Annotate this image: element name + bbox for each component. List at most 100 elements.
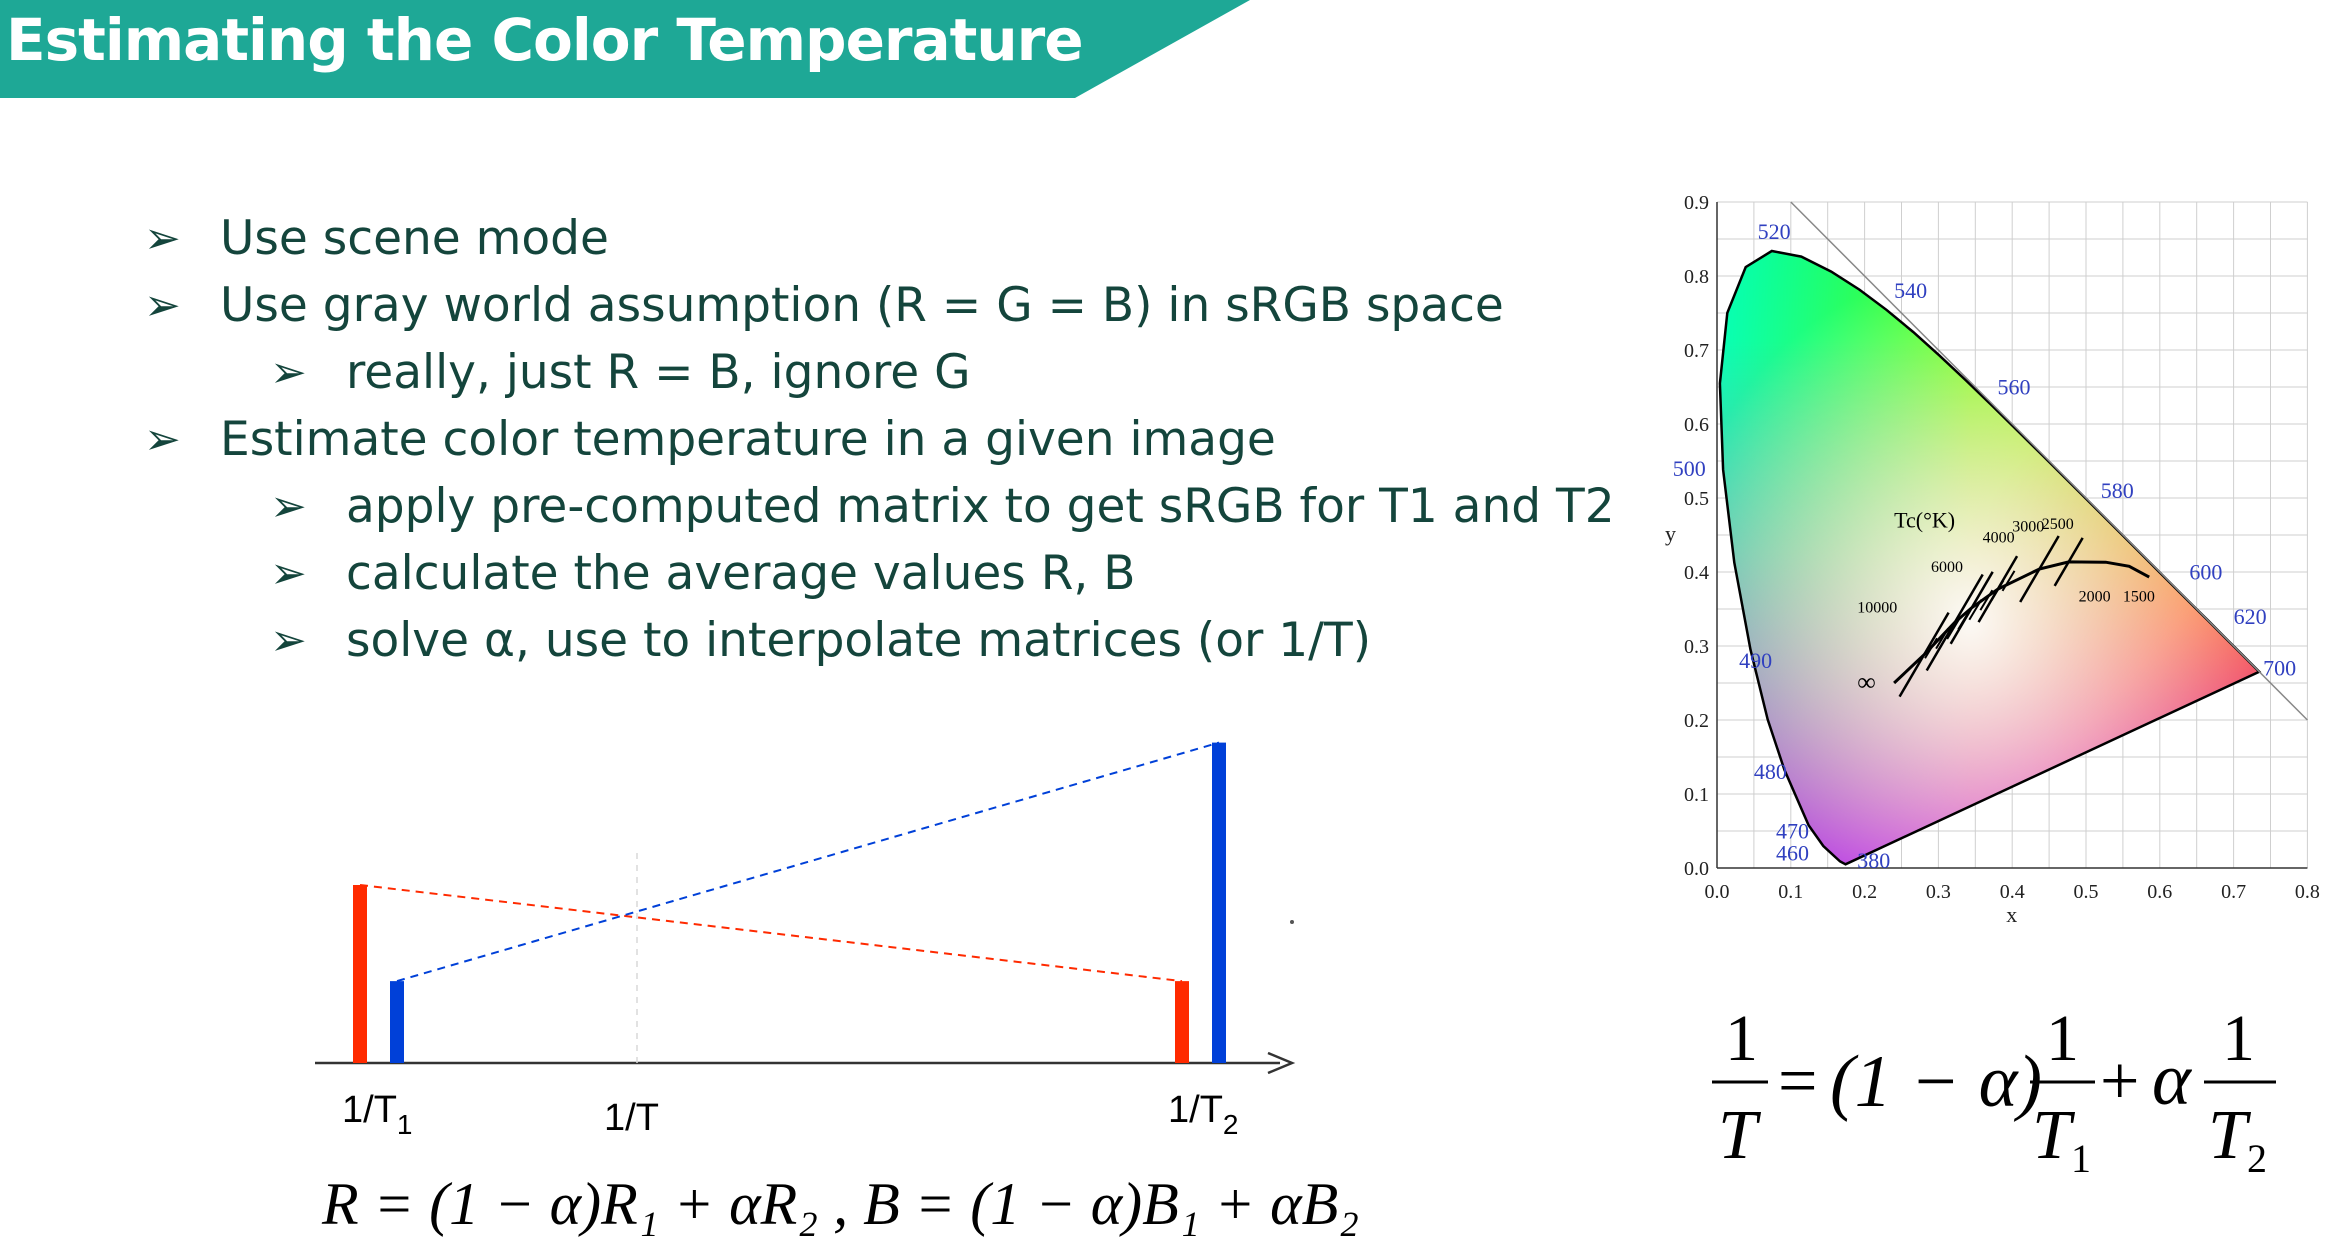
bullet-item: ➢ really, just R = B, ignore G xyxy=(140,339,1615,406)
x-tick-label: 0.6 xyxy=(2147,881,2172,903)
rgb-interp-equation: R = (1 − α)R₁ + αR₂ , B = (1 − α)B₁ + αB… xyxy=(322,1171,1360,1237)
wavelength-label: 460 xyxy=(1776,841,1809,866)
label-one-over-t: 1/T xyxy=(604,1097,659,1139)
arrow-bullet-icon: ➢ xyxy=(270,347,307,398)
lhs-denominator: T xyxy=(1718,1097,1762,1174)
y-axis-label: y xyxy=(1665,521,1676,546)
x-tick-label: 0.3 xyxy=(1926,881,1951,903)
wavelength-label: 620 xyxy=(2234,604,2267,629)
bullet-text: Use gray world assumption (R = G = B) in… xyxy=(220,278,1504,333)
isotherm xyxy=(2053,537,2084,587)
isotherm-tick xyxy=(2001,570,2016,592)
arrow-bullet-icon: ➢ xyxy=(144,414,181,465)
isotherm-tick xyxy=(1935,628,1949,650)
bullet-item: ➢ Use scene mode xyxy=(140,205,1615,272)
planckian-locus xyxy=(1893,560,2150,685)
bullet-list: ➢ Use scene mode ➢ Use gray world assumpti… xyxy=(140,205,1615,674)
x-axis-label: x xyxy=(2006,902,2017,927)
arrow-bullet-icon: ➢ xyxy=(144,280,181,331)
stray-dot xyxy=(1290,920,1294,924)
isotherm-tick xyxy=(1990,579,2005,602)
t1-denominator: T1 xyxy=(2032,1097,2091,1181)
title-banner xyxy=(0,0,1250,98)
coefficient: (1 − α) xyxy=(1830,1041,2042,1123)
lhs-numerator: 1 xyxy=(1725,1002,1758,1075)
wavelength-label: 480 xyxy=(1754,759,1787,784)
t2-numerator: 1 xyxy=(2222,1002,2255,1075)
axis-tick-labels: 0.0 0.1 0.2 0.3 0.4 0.5 0.6 0.7 0.8 0.0 0.1 0.2 0.3 0… xyxy=(1665,192,2320,927)
t2-denominator: T2 xyxy=(2208,1097,2267,1181)
y-tick-label: 0.1 xyxy=(1684,784,1709,806)
arrow-bullet-icon: ➢ xyxy=(270,481,307,532)
slide-title: Estimating the Color Temperature xyxy=(6,6,1084,74)
locus-label: ∞ xyxy=(1857,667,1876,696)
y-tick-label: 0.7 xyxy=(1684,340,1709,362)
t1-numerator: 1 xyxy=(2046,1002,2079,1075)
arrow-bullet-icon: ➢ xyxy=(270,548,307,599)
wavelength-label: 520 xyxy=(1758,219,1791,244)
y-tick-label: 0.5 xyxy=(1684,488,1709,510)
wavelength-label: 500 xyxy=(1673,456,1706,481)
x-tick-label: 0.5 xyxy=(2074,881,2099,903)
locus-label: 6000 xyxy=(1931,559,1963,576)
bullet-text: solve α, use to interpolate matrices (or… xyxy=(346,613,1372,668)
locus-label: 3000 xyxy=(2012,518,2044,535)
wavelength-label: 580 xyxy=(2101,478,2134,503)
wavelength-label: 600 xyxy=(2189,559,2222,584)
isotherm-lines xyxy=(1898,535,2084,698)
chromaticity-grid xyxy=(1716,201,2308,869)
isotherm xyxy=(1949,571,1994,645)
bullet-item: ➢ apply pre-computed matrix to get sRGB f… xyxy=(140,473,1615,540)
bullet-item: ➢ solve α, use to interpolate matrices (o… xyxy=(140,607,1615,674)
isotherm xyxy=(1898,612,1950,698)
x-tick-label: 0.8 xyxy=(2295,881,2320,903)
isotherm-tick xyxy=(1957,608,1972,630)
isotherm xyxy=(1925,573,1984,672)
blue-bar-t2 xyxy=(1212,742,1226,1063)
wavelength-label: 380 xyxy=(1857,848,1890,873)
bullet-text: Estimate color temperature in a given im… xyxy=(220,412,1276,467)
bullet-item: ➢ Use gray world assumption (R = G = B) i… xyxy=(140,272,1615,339)
wavelength-label: 540 xyxy=(1894,278,1927,303)
plus-sign: + xyxy=(2100,1043,2139,1120)
isotherm-tick xyxy=(1924,637,1938,659)
red-interp-line xyxy=(359,884,1183,983)
y-tick-label: 0.9 xyxy=(1684,192,1709,214)
y-tick-label: 0.2 xyxy=(1684,710,1709,732)
isotherm xyxy=(2019,535,2060,603)
bullet-text: really, just R = B, ignore G xyxy=(346,345,971,400)
bullet-text: calculate the average values R, B xyxy=(346,546,1136,601)
y-tick-label: 0.8 xyxy=(1684,266,1709,288)
label-one-over-t2: 1/T2 xyxy=(1168,1089,1238,1140)
blue-bar-t1 xyxy=(390,981,404,1063)
wavelength-label: 470 xyxy=(1776,818,1809,843)
locus-title: Tc(°K) xyxy=(1894,508,1955,533)
horseshoe-fill xyxy=(1719,251,2260,865)
x-tick-label: 0.7 xyxy=(2221,881,2246,903)
diagonal-line xyxy=(1790,201,2308,721)
alpha-symbol: α xyxy=(2152,1039,2193,1121)
blue-interp-line xyxy=(396,741,1220,983)
isotherm-tick xyxy=(1979,589,1994,611)
locus-label: 4000 xyxy=(1983,529,2015,546)
wavelength-label: 490 xyxy=(1739,648,1772,673)
bullet-text: apply pre-computed matrix to get sRGB fo… xyxy=(346,479,1615,534)
red-bar-t1 xyxy=(353,885,367,1063)
bullet-item: ➢ Estimate color temperature in a given i… xyxy=(140,406,1615,473)
y-tick-label: 0.0 xyxy=(1684,858,1709,880)
label-one-over-t1: 1/T1 xyxy=(342,1089,412,1140)
isotherm-tick xyxy=(1968,599,1983,621)
locus-label: 1500 xyxy=(2123,589,2155,606)
locus-label: 2500 xyxy=(2042,516,2074,533)
locus-label: 2000 xyxy=(2079,589,2111,606)
equals-sign: = xyxy=(1778,1043,1817,1120)
arrow-bullet-icon: ➢ xyxy=(270,615,307,666)
red-bar-t2 xyxy=(1175,981,1189,1063)
y-tick-label: 0.4 xyxy=(1684,562,1709,584)
x-tick-label: 0.0 xyxy=(1705,881,1730,903)
x-tick-label: 0.4 xyxy=(2000,881,2025,903)
x-tick-label: 0.2 xyxy=(1852,881,1877,903)
y-tick-label: 0.3 xyxy=(1684,636,1709,658)
